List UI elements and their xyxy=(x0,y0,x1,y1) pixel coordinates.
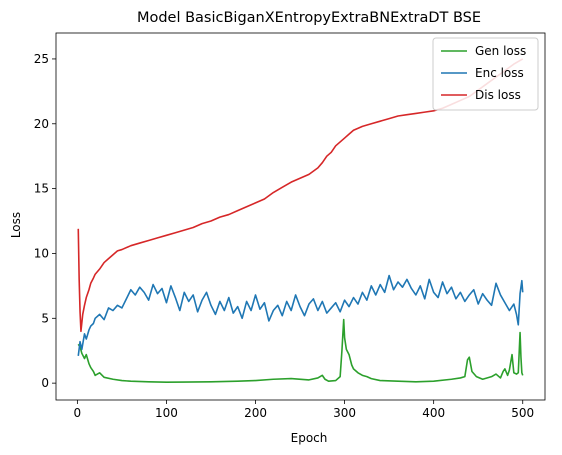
legend-box xyxy=(432,37,539,111)
y-tick-label: 15 xyxy=(34,182,49,196)
y-tick-label: 25 xyxy=(34,52,49,66)
legend-label: Gen loss xyxy=(475,44,526,58)
series-line-enc-loss xyxy=(77,274,524,357)
legend: Gen loss Enc loss Dis loss xyxy=(432,37,539,111)
y-axis-label: Loss xyxy=(9,212,23,238)
y-tick-label: 10 xyxy=(34,246,49,260)
x-tick-label: 400 xyxy=(422,406,445,420)
series-line-gen-loss xyxy=(77,318,524,384)
y-tick-label: 5 xyxy=(41,311,49,325)
y-axis-ticks: 0 5 10 15 20 25 xyxy=(34,52,56,390)
y-tick-label: 20 xyxy=(34,117,49,131)
x-tick-label: 0 xyxy=(74,406,82,420)
x-tick-label: 300 xyxy=(333,406,356,420)
x-axis-label: Epoch xyxy=(291,431,328,445)
x-tick-label: 500 xyxy=(511,406,534,420)
y-tick-label: 0 xyxy=(41,376,49,390)
plot-frame xyxy=(55,32,546,401)
chart-title: Model BasicBiganXEntropyExtraBNExtraDT B… xyxy=(137,10,481,26)
plot-area xyxy=(77,58,524,384)
series-line-dis-loss xyxy=(77,58,524,333)
legend-label: Dis loss xyxy=(475,88,521,102)
legend-label: Enc loss xyxy=(475,66,524,80)
x-tick-label: 100 xyxy=(155,406,178,420)
x-tick-label: 200 xyxy=(244,406,267,420)
x-axis-ticks: 0 100 200 300 400 500 xyxy=(74,400,534,420)
